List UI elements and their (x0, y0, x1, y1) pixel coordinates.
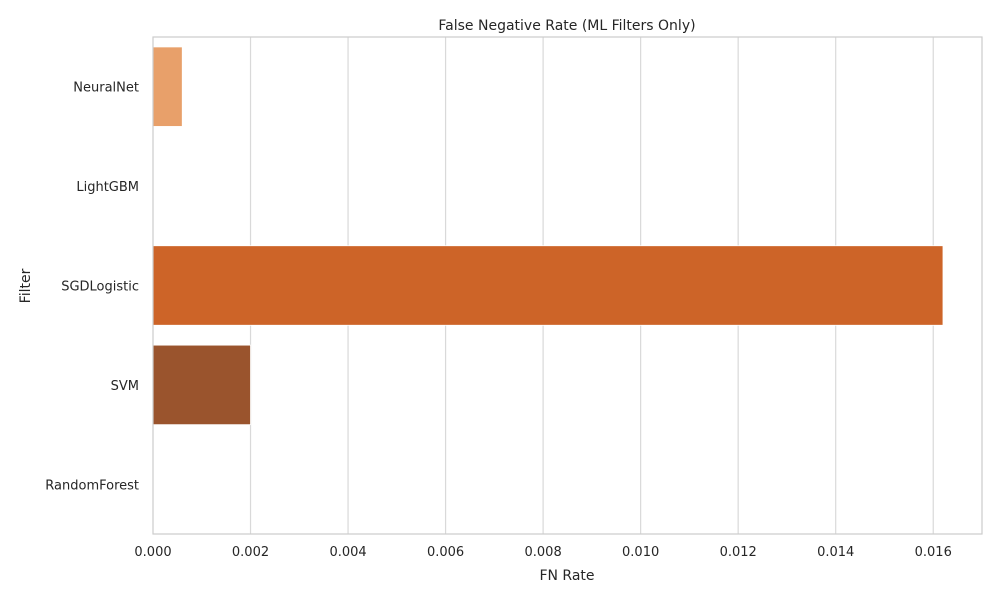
x-axis-title: FN Rate (539, 568, 594, 584)
y-tick-label: NeuralNet (73, 81, 139, 96)
x-tick-label: 0.012 (720, 545, 757, 560)
y-tick-labels: NeuralNet LightGBM SGDLogistic SVM RandomFor… (45, 81, 139, 494)
x-tick-label: 0.016 (915, 545, 952, 560)
y-tick-label: RandomForest (45, 478, 139, 493)
bars (152, 46, 944, 426)
x-tick-label: 0.004 (329, 545, 366, 560)
plot-frame (152, 36, 983, 535)
y-tick-label: SGDLogistic (61, 280, 139, 295)
bar-sgdlogistic (152, 245, 944, 326)
y-axis-title: Filter (18, 268, 34, 303)
y-tick-label: LightGBM (76, 180, 139, 195)
x-tick-label: 0.002 (232, 545, 269, 560)
x-tick-label: 0.006 (427, 545, 464, 560)
x-tick-label: 0.008 (525, 545, 562, 560)
x-tick-labels: 0.000 0.002 0.004 0.006 0.008 0.010 0.012 0.014… (134, 545, 951, 560)
bar-neuralnet (152, 46, 183, 127)
x-tick-label: 0.014 (817, 545, 854, 560)
chart-title: False Negative Rate (ML Filters Only) (438, 18, 695, 34)
bar-svm (152, 344, 251, 426)
x-tick-label: 0.010 (622, 545, 659, 560)
y-tick-label: SVM (111, 379, 139, 394)
x-tick-label: 0.000 (134, 545, 171, 560)
